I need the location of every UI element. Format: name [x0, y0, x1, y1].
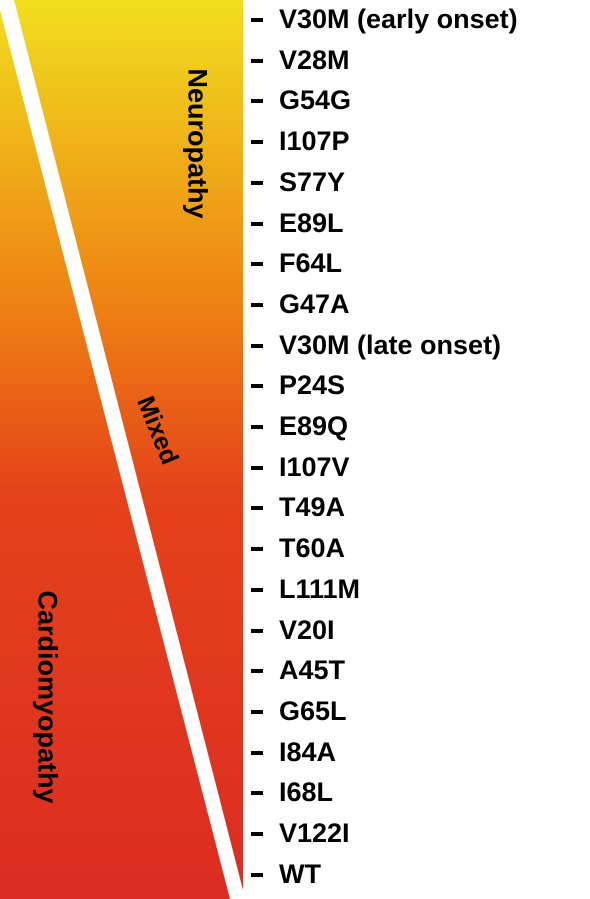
variant-label: V28M — [279, 44, 350, 75]
variant-label: I107P — [279, 126, 350, 157]
variant-tick — [251, 425, 263, 429]
variant-tick — [251, 465, 263, 470]
variant-tick — [251, 750, 263, 755]
variant-label: G65L — [279, 695, 347, 726]
variant-label: V30M (late onset) — [279, 329, 502, 360]
diagonal-divider — [0, 0, 243, 899]
variant-label: I107V — [279, 451, 350, 482]
variant-tick — [251, 506, 263, 511]
variant-tick — [251, 587, 263, 592]
variant-label: A45T — [279, 655, 346, 686]
variant-tick — [251, 343, 263, 348]
variant-tick — [251, 140, 263, 145]
variant-label: V30M (early onset) — [279, 4, 518, 34]
variant-tick — [251, 384, 263, 389]
variant-label: WT — [279, 858, 321, 889]
variant-tick — [251, 832, 263, 836]
variant-label: F64L — [279, 248, 343, 279]
variant-tick — [251, 547, 263, 552]
variant-label: G54G — [279, 85, 352, 116]
neuropathy-label: Neuropathy — [182, 68, 213, 219]
variant-tick — [251, 18, 263, 22]
variant-tick — [251, 180, 263, 185]
variant-label: E89Q — [279, 411, 349, 441]
variant-label: T49A — [279, 492, 346, 523]
variant-tick — [251, 58, 263, 63]
variant-tick — [251, 791, 263, 796]
variant-label: I84A — [279, 736, 337, 767]
variant-label: E89L — [279, 207, 344, 238]
variant-label: P24S — [279, 370, 346, 401]
variant-label: S77Y — [279, 166, 346, 197]
variant-label: G47A — [279, 288, 350, 319]
variant-tick — [251, 99, 263, 104]
variant-tick — [251, 709, 263, 714]
variant-tick — [251, 628, 263, 633]
variant-tick — [251, 302, 263, 307]
variant-label: I68L — [279, 777, 334, 808]
variant-tick — [251, 221, 263, 226]
variant-tick — [251, 669, 263, 674]
variant-label: L111M — [279, 573, 361, 604]
variant-label: V20I — [279, 614, 335, 645]
severity-gradient-bar — [0, 0, 243, 899]
variant-label: T60A — [279, 533, 346, 564]
variant-tick — [251, 262, 263, 267]
variant-label: V122I — [279, 818, 350, 848]
variant-tick — [251, 872, 263, 877]
cardiomyopathy-label: Cardiomyopathy — [32, 590, 63, 804]
